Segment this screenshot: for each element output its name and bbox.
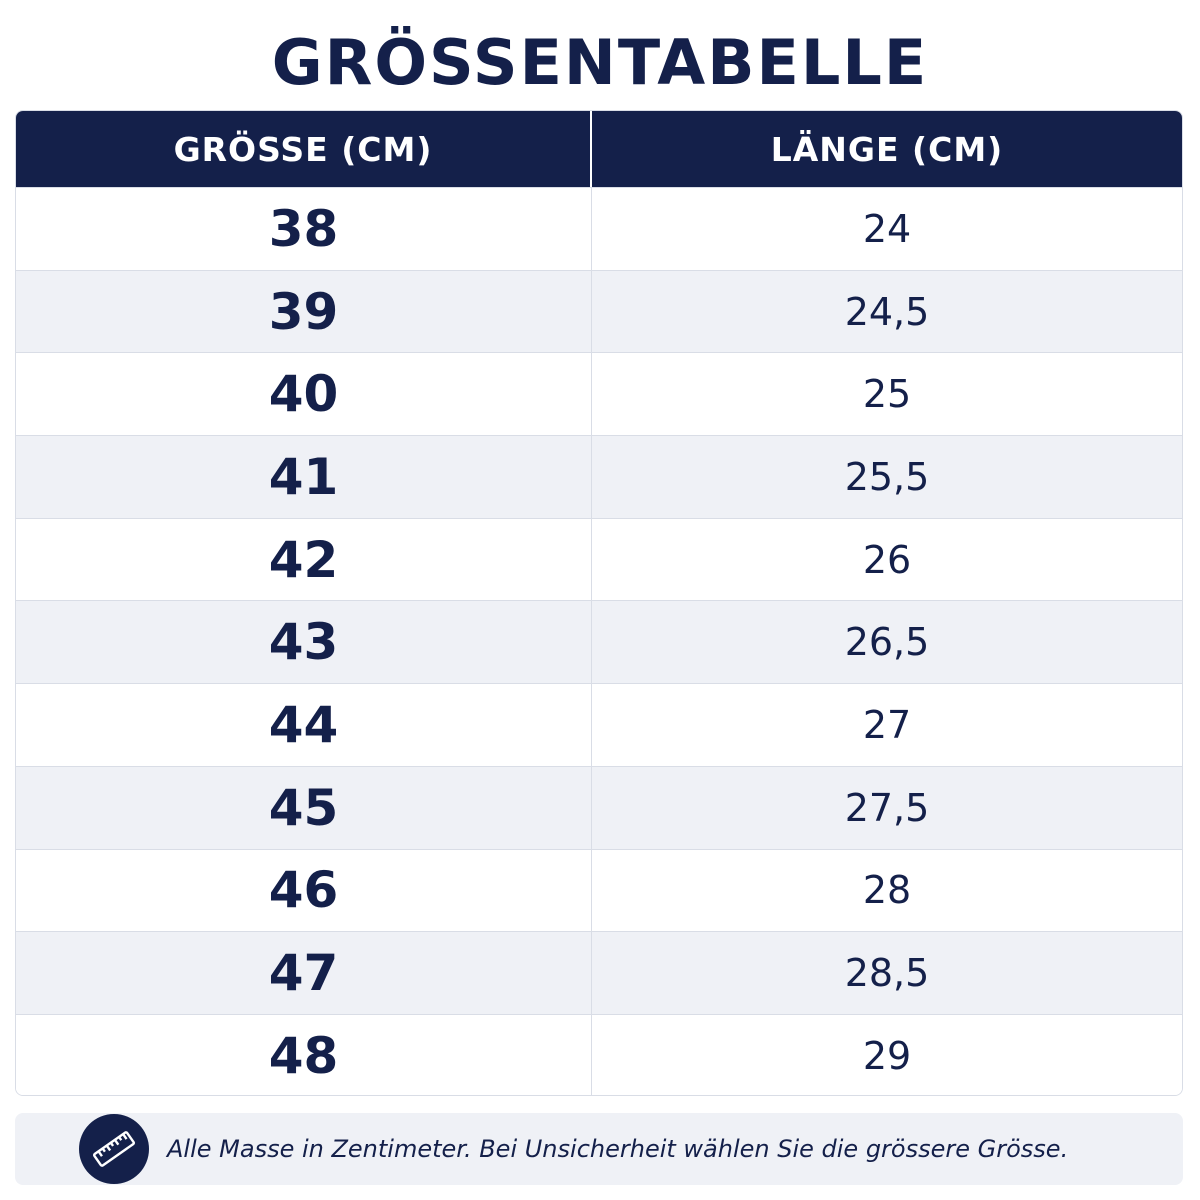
table-row: 48 29 [16,1013,1182,1095]
table-row: 45 27,5 [16,765,1182,849]
size-cell: 47 [16,932,592,1014]
table-row: 44 27 [16,683,1182,766]
size-cell: 40 [16,353,592,436]
length-cell: 27 [862,702,912,747]
table-row: 43 26,5 [16,600,1182,684]
size-cell: 42 [16,518,592,601]
table-row: 41 25,5 [16,435,1182,518]
size-cell: 41 [16,436,592,518]
length-cell: 24,5 [844,289,930,334]
table-row: 46 28 [16,848,1182,932]
page-title: GRÖSSENTABELLE [271,26,929,99]
size-cell: 48 [16,1014,592,1095]
length-cell: 27,5 [844,785,930,830]
size-cell: 46 [16,849,592,932]
header-size: GRÖSSE (CM) [16,111,592,187]
table-row: 38 24 [16,187,1182,270]
size-table: GRÖSSE (CM) LÄNGE (CM) 38 24 39 24,5 40 … [15,110,1183,1096]
size-cell: 38 [16,188,592,270]
length-cell: 24 [862,206,912,251]
length-cell: 28 [862,868,912,913]
size-cell: 39 [16,270,592,353]
table-row: 47 28,5 [16,931,1182,1014]
footer-text: Alle Masse in Zentimeter. Bei Unsicherhe… [167,1135,1069,1163]
length-cell: 26,5 [844,620,930,665]
size-cell: 43 [16,601,592,684]
length-cell: 25 [862,372,912,417]
footer-note: Alle Masse in Zentimeter. Bei Unsicherhe… [15,1113,1183,1185]
table-row: 40 25 [16,352,1182,436]
table-header: GRÖSSE (CM) LÄNGE (CM) [16,111,1182,187]
size-cell: 45 [16,766,592,849]
ruler-icon [79,1114,149,1184]
table-row: 39 24,5 [16,269,1182,353]
table-row: 42 26 [16,517,1182,601]
length-cell: 29 [862,1033,912,1078]
length-cell: 28,5 [844,951,930,996]
length-cell: 25,5 [844,454,930,499]
length-cell: 26 [862,537,912,582]
table-body: 38 24 39 24,5 40 25 41 25,5 42 26 43 26,… [16,187,1182,1095]
size-cell: 44 [16,684,592,766]
header-length: LÄNGE (CM) [770,129,1004,169]
